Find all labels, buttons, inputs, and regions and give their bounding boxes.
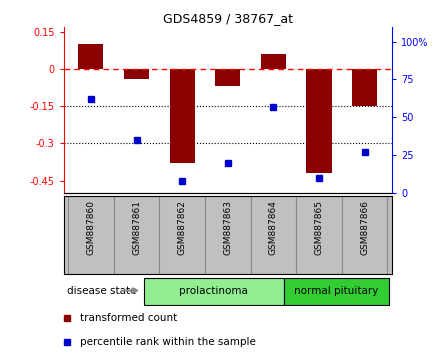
Bar	[307, 69, 332, 173]
Text: normal pituitary: normal pituitary	[294, 286, 378, 296]
Bar	[114, 196, 159, 274]
Text: GSM887861: GSM887861	[132, 200, 141, 255]
Title: GDS4859 / 38767_at: GDS4859 / 38767_at	[163, 12, 293, 25]
Text: GSM887860: GSM887860	[86, 200, 95, 255]
Bar	[251, 196, 296, 274]
Bar	[296, 196, 342, 274]
Text: GSM887865: GSM887865	[314, 200, 324, 255]
Bar	[215, 69, 240, 86]
Bar	[124, 69, 149, 79]
Bar	[78, 44, 103, 69]
Bar	[205, 196, 251, 274]
Text: GSM887863: GSM887863	[223, 200, 232, 255]
Bar	[68, 196, 114, 274]
Bar	[342, 196, 388, 274]
Bar	[284, 278, 389, 305]
Text: GSM887866: GSM887866	[360, 200, 369, 255]
Text: disease state: disease state	[67, 286, 137, 296]
Text: percentile rank within the sample: percentile rank within the sample	[80, 337, 256, 347]
Text: transformed count: transformed count	[80, 313, 177, 323]
Bar	[159, 196, 205, 274]
Text: GSM887862: GSM887862	[178, 200, 187, 255]
Bar	[144, 278, 284, 305]
Bar	[170, 69, 194, 163]
Text: GSM887864: GSM887864	[269, 200, 278, 255]
Text: prolactinoma: prolactinoma	[179, 286, 248, 296]
Bar	[352, 69, 377, 106]
Bar	[261, 54, 286, 69]
